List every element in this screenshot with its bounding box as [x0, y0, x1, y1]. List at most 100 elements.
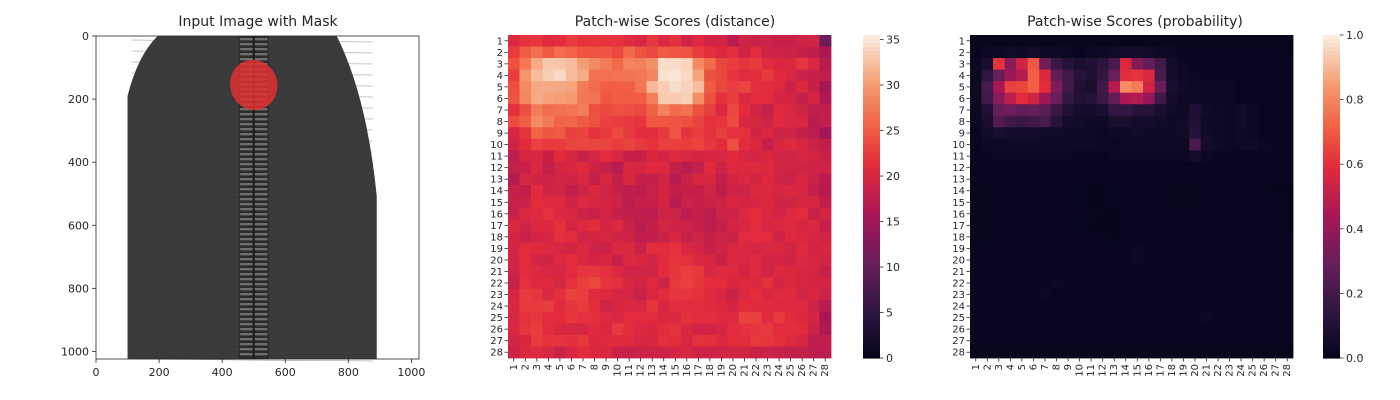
heatmap-cell — [738, 323, 751, 336]
heatmap-cell — [623, 150, 636, 163]
heatmap-cell — [1108, 242, 1121, 255]
heatmap-cell — [970, 69, 982, 82]
heatmap-cell — [588, 35, 601, 47]
heatmap-cell — [588, 288, 601, 301]
heatmap-cell — [1039, 127, 1052, 140]
heatmap-cell — [508, 92, 520, 105]
heatmap-cell — [1223, 69, 1236, 82]
heatmap-cell — [669, 254, 682, 267]
heatmap-cell — [727, 173, 740, 186]
heatmap-cell — [773, 127, 786, 140]
heatmap-cell — [773, 161, 786, 174]
heatmap-cell — [761, 127, 774, 140]
heatmap-cell — [634, 127, 647, 140]
heatmap-cell — [1235, 242, 1248, 255]
heatmap-cell — [1096, 208, 1109, 220]
heatmap-cell — [1073, 81, 1086, 94]
heatmap-cell — [773, 208, 786, 220]
heatmap-cell — [1223, 58, 1236, 71]
heatmap-cell — [1039, 138, 1052, 151]
heatmap-cell — [531, 104, 544, 117]
heatmap-cell — [704, 92, 717, 105]
colorbar-segment — [863, 273, 880, 278]
heatmap-cell — [577, 127, 590, 140]
heatmap-cell — [657, 254, 670, 267]
heatmap-cell — [623, 104, 636, 117]
heatmap-cell — [519, 138, 532, 151]
x-tick-label: 26 — [1259, 364, 1270, 377]
heatmap-cell — [1027, 173, 1040, 186]
heatmap-cell — [588, 254, 601, 267]
x-tick-label: 25 — [1248, 364, 1259, 377]
heatmap-cell — [588, 184, 601, 197]
heatmap-cell — [1096, 69, 1109, 82]
panel-input-image: Input Image with Mask 0 200 400 600 800 1000 … — [61, 14, 425, 379]
heatmap-cell — [993, 323, 1006, 336]
colorbar-segment — [863, 59, 880, 64]
heatmap-cell — [1073, 46, 1086, 59]
heatmap-cell — [657, 58, 670, 71]
heatmap-cell — [970, 92, 982, 105]
heatmap-cell — [970, 242, 982, 255]
heatmap-cell — [784, 219, 797, 232]
heatmap-cell — [1223, 323, 1236, 336]
heatmap-cell — [727, 265, 740, 278]
heatmap-cell — [981, 219, 994, 232]
heatmap-cell — [1062, 35, 1075, 47]
colorbar-segment — [1323, 192, 1340, 198]
heatmap-cell — [1177, 300, 1190, 313]
heatmap-cell — [1119, 184, 1132, 197]
heatmap-cell — [565, 242, 578, 255]
heatmap-cell — [577, 104, 590, 117]
heatmap-cell — [600, 46, 613, 59]
heatmap-cell — [784, 300, 797, 313]
heatmap-cell — [681, 300, 693, 313]
heatmap-cell — [970, 46, 982, 59]
heatmap-cell — [1108, 323, 1121, 336]
heatmap-cell — [807, 300, 820, 313]
heatmap-cell — [1212, 311, 1225, 324]
heatmap-cell — [669, 58, 682, 71]
heatmap-cell — [1085, 277, 1098, 290]
heatmap-cell — [993, 288, 1006, 301]
y-tick-label: 4 — [959, 71, 965, 82]
heatmap-cell — [1143, 300, 1155, 313]
heatmap-cell — [715, 346, 728, 359]
heatmap-cell — [669, 277, 682, 290]
colorbar-segment — [1323, 99, 1340, 105]
heatmap-cell — [1166, 242, 1179, 255]
heatmap-cell — [681, 242, 693, 255]
heatmap-cell — [1016, 277, 1029, 290]
heatmap-cell — [1281, 219, 1294, 232]
heatmap-cell — [715, 208, 728, 220]
heatmap-cell — [981, 311, 994, 324]
heatmap-cell — [715, 334, 728, 347]
heatmap-cell — [819, 127, 832, 140]
colorbar-segment — [1323, 115, 1340, 121]
heatmap-cell — [1143, 231, 1155, 244]
y-tick-label: 18 — [952, 232, 965, 243]
heatmap-cell — [1027, 231, 1040, 244]
heatmap-cell — [796, 231, 809, 244]
heatmap-cell — [554, 265, 567, 278]
heatmap-cell — [1004, 208, 1017, 220]
heatmap-cell — [773, 184, 786, 197]
heatmap-cell — [1189, 150, 1202, 163]
heatmap-cell — [1246, 265, 1259, 278]
heatmap-cell — [970, 254, 982, 267]
colorbar-segment — [1323, 200, 1340, 206]
heatmap-cell — [981, 35, 994, 47]
heatmap-cell — [1246, 46, 1259, 59]
heatmap-cell — [704, 138, 717, 151]
heatmap-cell — [1085, 46, 1098, 59]
heatmap-cell — [600, 184, 613, 197]
heatmap-cell — [1027, 104, 1040, 117]
heatmap-cell — [1119, 46, 1132, 59]
heatmap-cell — [519, 219, 532, 232]
heatmap-cell — [773, 173, 786, 186]
heatmap-cell — [1085, 58, 1098, 71]
heatmap-cell — [1050, 184, 1063, 197]
heatmap-cell — [669, 311, 682, 324]
heatmap-cell — [750, 277, 763, 290]
heatmap-cell — [1039, 150, 1052, 163]
